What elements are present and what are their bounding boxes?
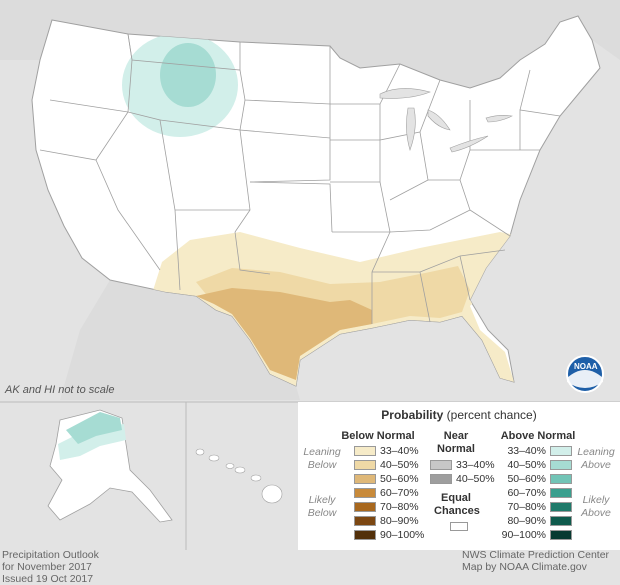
near-normal-label: 40–50% [456, 473, 495, 485]
noaa-logo [566, 355, 604, 393]
equal-chances-label: Equal Chances [434, 492, 480, 517]
above-normal-label: 33–40% [507, 445, 546, 457]
below-normal-row: 60–70% [354, 487, 432, 499]
legend-title: Probability (percent chance) [298, 408, 620, 422]
equal-chances-swatch [450, 522, 468, 531]
near-normal-label: 33–40% [456, 459, 495, 471]
below-normal-swatch [354, 460, 376, 470]
above-normal-40-50-region [160, 43, 216, 107]
near-normal-swatch [430, 460, 452, 470]
legend-title-rest: (percent chance) [443, 408, 537, 422]
below-normal-row: 70–80% [354, 501, 432, 513]
below-normal-swatch [354, 488, 376, 498]
above-normal-row: 70–80% [494, 501, 572, 513]
mexico-land [60, 280, 300, 400]
above-normal-row: 60–70% [494, 487, 572, 499]
near-normal-row: 33–40% [430, 459, 508, 471]
noaa-logo-text: NOAA [574, 362, 598, 371]
above-normal-row: 40–50% [494, 459, 572, 471]
below-normal-swatch [354, 446, 376, 456]
legend-title-bold: Probability [381, 408, 444, 422]
above-normal-label: 70–80% [507, 501, 546, 513]
below-normal-row: 50–60% [354, 473, 432, 485]
above-normal-swatch [550, 516, 572, 526]
likely-below-label: Likely Below [307, 494, 337, 519]
above-normal-row: 80–90% [494, 515, 572, 527]
great-lakes [379, 88, 513, 153]
footer-left: Precipitation Outlook for November 2017 … [2, 549, 99, 585]
below-normal-label: 50–60% [380, 473, 419, 485]
below-normal-label: 60–70% [380, 487, 419, 499]
footer-right-line-1: NWS Climate Prediction Center [462, 549, 610, 561]
below-normal-label: 33–40% [380, 445, 419, 457]
footer-left-line-2: for November 2017 [2, 561, 92, 573]
near-normal-row: 40–50% [430, 473, 508, 485]
near-normal-swatch [430, 474, 452, 484]
hawaii-islands [195, 448, 283, 504]
above-normal-label: 80–90% [507, 515, 546, 527]
below-normal-swatch [354, 474, 376, 484]
above-normal-swatch [550, 488, 572, 498]
below-normal-50-60-region [196, 288, 372, 380]
leaning-above-label: Leaning Above [577, 446, 615, 471]
legend: Probability (percent chance) Below Norma… [298, 402, 620, 550]
below-normal-swatch [354, 530, 376, 540]
state-boundaries [39, 33, 561, 324]
below-normal-row: 90–100% [354, 529, 432, 541]
above-normal-row: 33–40% [494, 445, 572, 457]
above-normal-swatch [550, 474, 572, 484]
near-normal-header: Near Normal [437, 430, 475, 455]
below-normal-label: 40–50% [380, 459, 419, 471]
inset-background [0, 402, 298, 550]
below-normal-label: 90–100% [380, 529, 425, 541]
below-normal-label: 80–90% [380, 515, 419, 527]
above-normal-label: 60–70% [507, 487, 546, 499]
below-normal-header: Below Normal [341, 430, 415, 442]
below-normal-row: 33–40% [354, 445, 432, 457]
footer-right-line-2: Map by NOAA Climate.gov [462, 561, 587, 573]
above-normal-row: 50–60% [494, 473, 572, 485]
map-scale-note: AK and HI not to scale [5, 384, 115, 396]
below-normal-swatch [354, 516, 376, 526]
above-normal-label: 40–50% [507, 459, 546, 471]
above-normal-swatch [550, 530, 572, 540]
footer-left-line-1: Precipitation Outlook [2, 549, 99, 561]
footer-right: NWS Climate Prediction Center Map by NOA… [462, 549, 609, 573]
footer-left-line-3: Issued 19 Oct 2017 [2, 573, 94, 585]
above-normal-swatch [550, 502, 572, 512]
above-normal-header: Above Normal [500, 430, 576, 442]
leaning-below-label: Leaning Below [303, 446, 341, 471]
above-normal-label: 50–60% [507, 473, 546, 485]
alaska-above-40-50 [66, 412, 122, 444]
canada-land [0, 0, 620, 88]
above-normal-row: 90–100% [494, 529, 572, 541]
above-normal-swatch [550, 446, 572, 456]
below-normal-label: 70–80% [380, 501, 419, 513]
above-normal-swatch [550, 460, 572, 470]
below-normal-swatch [354, 502, 376, 512]
below-normal-row: 40–50% [354, 459, 432, 471]
above-normal-label: 90–100% [501, 529, 546, 541]
likely-above-label: Likely Above [581, 494, 611, 519]
below-normal-row: 80–90% [354, 515, 432, 527]
